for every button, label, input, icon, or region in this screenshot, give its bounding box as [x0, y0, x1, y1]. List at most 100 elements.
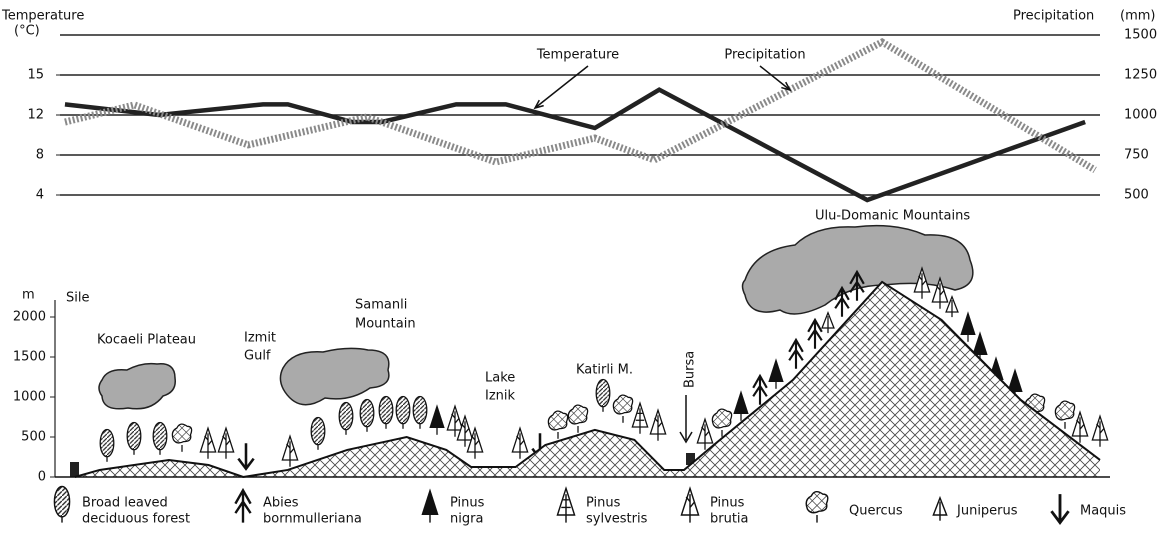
- y-tick-label: 1000: [13, 390, 46, 405]
- veg-icon: [931, 276, 949, 309]
- place-label: Mountain: [355, 317, 416, 332]
- veg-icon: [768, 358, 784, 389]
- place-label: Kocaeli Plateau: [97, 333, 196, 348]
- crown: [1007, 368, 1023, 392]
- veg-icon: [1091, 414, 1109, 447]
- abies: [234, 487, 252, 523]
- legend-label: Pinus: [586, 496, 621, 511]
- y-tick-label: 0: [38, 470, 46, 485]
- legend-label: deciduous forest: [82, 512, 190, 527]
- legend-label: Juniperus: [956, 504, 1018, 519]
- legend-label: brutia: [710, 512, 749, 527]
- legend-label: nigra: [450, 512, 483, 527]
- y-tick-label: 15: [27, 68, 44, 83]
- arrow-head: [781, 81, 792, 92]
- veg-icon: [649, 408, 667, 441]
- legend-label: Pinus: [710, 496, 745, 511]
- veg-icon: [429, 404, 445, 435]
- veg-icon: [612, 394, 634, 423]
- y2-axis-unit: (mm): [1120, 9, 1155, 24]
- crown: [378, 395, 394, 425]
- y2-tick-label: 1500: [1124, 28, 1157, 43]
- crown: [152, 421, 168, 451]
- lines: [461, 421, 470, 447]
- veg-icon: [556, 486, 576, 523]
- place-label: Katirli M.: [576, 363, 633, 378]
- veg-icon: [199, 426, 217, 459]
- veg-icon: [788, 337, 804, 369]
- lines: [471, 433, 480, 459]
- veg-icon: [338, 401, 354, 435]
- legend-label: bornmulleriana: [263, 512, 362, 527]
- y2-tick-label: 750: [1124, 148, 1149, 163]
- place-label: Iznik: [485, 389, 516, 404]
- veg-icon: [945, 294, 959, 318]
- crown: [1054, 400, 1076, 421]
- veg-icon: [234, 487, 252, 523]
- veg-icon: [752, 373, 768, 405]
- place-label: Bursa: [683, 351, 698, 388]
- crown: [547, 410, 569, 431]
- veg-icon: [834, 285, 850, 317]
- veg-icon: [680, 486, 700, 523]
- veg-icon: [807, 317, 823, 349]
- y2-tick-label: 1250: [1124, 68, 1157, 83]
- veg-icon: [960, 311, 976, 342]
- place-label: Gulf: [244, 349, 271, 364]
- legend-label: Abies: [263, 496, 299, 511]
- legend-label: Quercus: [849, 504, 903, 519]
- legend-label: Broad leaved: [82, 496, 168, 511]
- layer: [53, 266, 1109, 525]
- terrain-fill: [74, 281, 1100, 477]
- lines: [685, 494, 696, 523]
- veg-icon: [395, 395, 411, 429]
- veg-icon: [849, 269, 865, 301]
- label-arrow: [534, 65, 589, 109]
- place-label: Izmit: [244, 331, 276, 346]
- abies: [849, 269, 865, 301]
- veg-icon: [511, 426, 529, 459]
- crown: [126, 421, 142, 451]
- abies: [807, 317, 823, 349]
- crown: [310, 416, 326, 446]
- veg-icon: [547, 410, 569, 439]
- veg-icon: [1050, 494, 1070, 525]
- veg-icon: [821, 310, 835, 334]
- legend-label: sylvestris: [586, 512, 648, 527]
- y-tick-label: 500: [21, 430, 46, 445]
- y2-tick-label: 1000: [1124, 108, 1157, 123]
- crown: [429, 404, 445, 428]
- y2-tick-label: 500: [1124, 188, 1149, 203]
- crown: [99, 428, 115, 458]
- place-label: Samanli: [355, 298, 407, 313]
- crown: [612, 394, 634, 415]
- veg-icon: [53, 485, 71, 523]
- veg-icon: [217, 426, 235, 459]
- place-label: Sile: [66, 291, 89, 306]
- lines: [204, 433, 213, 459]
- cloud: [279, 347, 390, 406]
- veg-icon: [1071, 410, 1089, 443]
- lines: [1076, 417, 1085, 443]
- terrain-profile: [74, 280, 1101, 479]
- lines: [561, 494, 571, 523]
- maquis: [237, 443, 255, 471]
- veg-icon: [932, 495, 948, 521]
- crown: [805, 490, 829, 514]
- lines: [918, 273, 927, 299]
- veg-icon: [126, 421, 142, 455]
- y-tick-label: 4: [36, 188, 44, 203]
- lines: [1096, 421, 1105, 447]
- lines: [286, 441, 295, 467]
- veg-icon: [631, 401, 649, 434]
- arrow-head: [533, 99, 544, 110]
- y-tick-label: 2000: [13, 310, 46, 325]
- crown: [595, 378, 611, 408]
- maquis: [1050, 494, 1070, 525]
- crown: [359, 398, 375, 428]
- veg-icon: [310, 416, 326, 450]
- abies: [834, 285, 850, 317]
- veg-icon: [805, 490, 829, 523]
- crown: [768, 358, 784, 382]
